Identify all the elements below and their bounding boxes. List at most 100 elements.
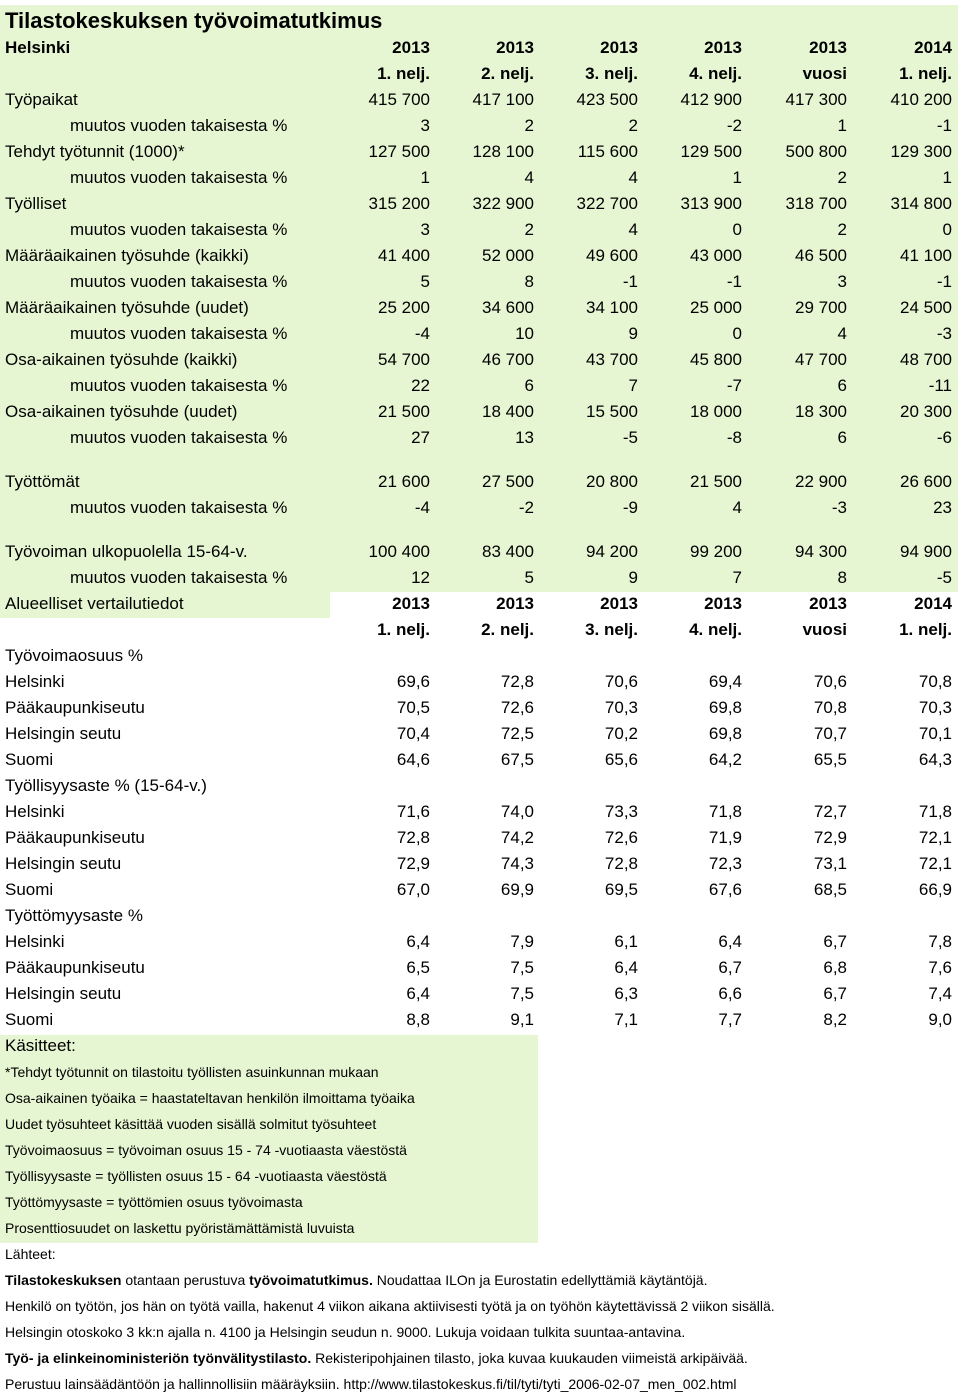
source-note: Henkilö on työtön, jos hän on työtä vail… bbox=[0, 1293, 960, 1319]
change-row: muutos vuoden takaisesta % 1 4 4 1 2 1 bbox=[0, 165, 960, 191]
concept-note: Uudet työsuhteet käsittää vuoden sisällä… bbox=[0, 1111, 960, 1137]
cell-value: 43 700 bbox=[586, 350, 638, 369]
concepts-title: Käsitteet: bbox=[0, 1033, 960, 1059]
cell-value: 20 300 bbox=[900, 402, 952, 421]
data-row: Helsinki 6,4 7,9 6,1 6,4 6,7 7,8 bbox=[0, 929, 960, 955]
cell-value: 20 800 bbox=[586, 472, 638, 491]
cell-value: 94 300 bbox=[795, 542, 847, 561]
cell-value: 5 bbox=[420, 272, 430, 291]
cell-value: 2013 bbox=[392, 38, 430, 57]
cell-value: 3. nelj. bbox=[585, 64, 638, 83]
cell-value: 417 300 bbox=[785, 90, 847, 109]
cell-value: -4 bbox=[414, 324, 430, 343]
green-block bbox=[0, 592, 330, 618]
cell-value: 1 bbox=[420, 168, 430, 187]
row-label: Osa-aikainen työsuhde (uudet) bbox=[5, 402, 238, 421]
cell-value: -3 bbox=[831, 498, 847, 517]
cell-value: 6,1 bbox=[614, 932, 638, 951]
cell-value: 15 500 bbox=[586, 402, 638, 421]
cell-value: 6,3 bbox=[614, 984, 638, 1003]
data-row: Suomi 64,6 67,5 65,6 64,2 65,5 64,3 bbox=[0, 747, 960, 773]
cell-value: 41 400 bbox=[378, 246, 430, 265]
cell-value: 23 bbox=[933, 498, 952, 517]
cell-value: 2014 bbox=[914, 594, 952, 613]
source-line: Helsingin otoskoko 3 kk:n ajalla n. 4100… bbox=[5, 1319, 685, 1345]
cell-value: 71,6 bbox=[396, 802, 430, 821]
cell-value: 7,5 bbox=[510, 958, 534, 977]
concept-note: Työllisyysaste = työllisten osuus 15 - 6… bbox=[0, 1163, 960, 1189]
cell-value: 6,4 bbox=[718, 932, 742, 951]
cell-value: 1. nelj. bbox=[377, 64, 430, 83]
cell-value: 0 bbox=[732, 324, 742, 343]
cell-value: 2013 bbox=[704, 38, 742, 57]
cell-value: -11 bbox=[928, 376, 952, 395]
cell-value: 412 900 bbox=[680, 90, 742, 109]
cell-value: 72,1 bbox=[918, 828, 952, 847]
cell-value: 6,4 bbox=[406, 984, 430, 1003]
cell-value: 2013 bbox=[704, 594, 742, 613]
row-label: Helsinki bbox=[5, 672, 65, 691]
data-row: Työlliset 315 200 322 900 322 700 313 900 318… bbox=[0, 191, 960, 217]
change-row: muutos vuoden takaisesta % 12 5 9 7 8 -5 bbox=[0, 565, 960, 591]
data-row: Määräaikainen työsuhde (kaikki) 41 400 52 … bbox=[0, 243, 960, 269]
cell-value: vuosi bbox=[802, 64, 847, 83]
row-label: Työttömyysaste = työttömien osuus työvoi… bbox=[5, 1194, 303, 1210]
source-part: Perustuu lainsäädäntöön ja hallinnollisi… bbox=[5, 1376, 737, 1392]
cell-value: 3 bbox=[837, 272, 847, 291]
cell-value: 4. nelj. bbox=[689, 64, 742, 83]
cell-value: 2. nelj. bbox=[481, 64, 534, 83]
cell-value: 72,9 bbox=[813, 828, 847, 847]
cell-value: 72,9 bbox=[396, 854, 430, 873]
source-part: Rekisteripohjainen tilasto, joka kuvaa k… bbox=[311, 1350, 748, 1366]
cell-value: -9 bbox=[622, 498, 638, 517]
row-label: Uudet työsuhteet käsittää vuoden sisällä… bbox=[5, 1116, 377, 1132]
source-part: Noudattaa ILOn ja Eurostatin edellyttämi… bbox=[372, 1272, 708, 1288]
cell-value: 29 700 bbox=[795, 298, 847, 317]
cell-value: 64,6 bbox=[396, 750, 430, 769]
cell-value: -1 bbox=[936, 272, 952, 291]
cell-value: 70,6 bbox=[604, 672, 638, 691]
cell-value: 415 700 bbox=[368, 90, 430, 109]
cell-value: 72,6 bbox=[604, 828, 638, 847]
data-row: Suomi 67,0 69,9 69,5 67,6 68,5 66,9 bbox=[0, 877, 960, 903]
cell-value: 13 bbox=[515, 428, 534, 447]
cell-value: 6,4 bbox=[614, 958, 638, 977]
cell-value: 2 bbox=[837, 220, 847, 239]
cell-value: 7,9 bbox=[510, 932, 534, 951]
cell-value: 4 bbox=[524, 168, 534, 187]
cell-value: 46 500 bbox=[795, 246, 847, 265]
cell-value: 72,8 bbox=[500, 672, 534, 691]
cell-value: 5 bbox=[524, 568, 534, 587]
cell-value: 71,8 bbox=[918, 802, 952, 821]
cell-value: 6,7 bbox=[823, 932, 847, 951]
header-row: 1. nelj. 2. nelj. 3. nelj. 4. nelj. vuosi 1. … bbox=[0, 617, 960, 643]
change-row: muutos vuoden takaisesta % -4 10 9 0 4 -3 bbox=[0, 321, 960, 347]
source-note: Helsingin otoskoko 3 kk:n ajalla n. 4100… bbox=[0, 1319, 960, 1345]
cell-value: 64,3 bbox=[918, 750, 952, 769]
cell-value: 2 bbox=[837, 168, 847, 187]
data-row: Määräaikainen työsuhde (uudet) 25 200 34 6… bbox=[0, 295, 960, 321]
cell-value: 6,7 bbox=[823, 984, 847, 1003]
cell-value: -1 bbox=[622, 272, 638, 291]
source-part: Henkilö on työtön, jos hän on työtä vail… bbox=[5, 1298, 775, 1314]
cell-value: 18 400 bbox=[482, 402, 534, 421]
cell-value: 2013 bbox=[496, 38, 534, 57]
row-label: Prosenttiosuudet on laskettu pyöristämät… bbox=[5, 1220, 355, 1236]
cell-value: 68,5 bbox=[813, 880, 847, 899]
cell-value: 315 200 bbox=[368, 194, 430, 213]
change-row: muutos vuoden takaisesta % -4 -2 -9 4 -3 23 bbox=[0, 495, 960, 521]
cell-value: 70,8 bbox=[918, 672, 952, 691]
row-label: Työlliset bbox=[5, 194, 67, 213]
cell-value: 34 100 bbox=[586, 298, 638, 317]
row-label: Työttömät bbox=[5, 472, 80, 491]
cell-value: 72,3 bbox=[708, 854, 742, 873]
cell-value: 70,4 bbox=[396, 724, 430, 743]
source-line: Perustuu lainsäädäntöön ja hallinnollisi… bbox=[5, 1371, 737, 1397]
green-block bbox=[0, 5, 958, 592]
header-row: 1. nelj. 2. nelj. 3. nelj. 4. nelj. vuosi 1. … bbox=[0, 61, 960, 87]
cell-value: 4 bbox=[628, 220, 638, 239]
cell-value: 9 bbox=[628, 324, 638, 343]
cell-value: 2013 bbox=[600, 38, 638, 57]
cell-value: 2014 bbox=[914, 38, 952, 57]
source-part: otantaan perustuva bbox=[121, 1272, 250, 1288]
